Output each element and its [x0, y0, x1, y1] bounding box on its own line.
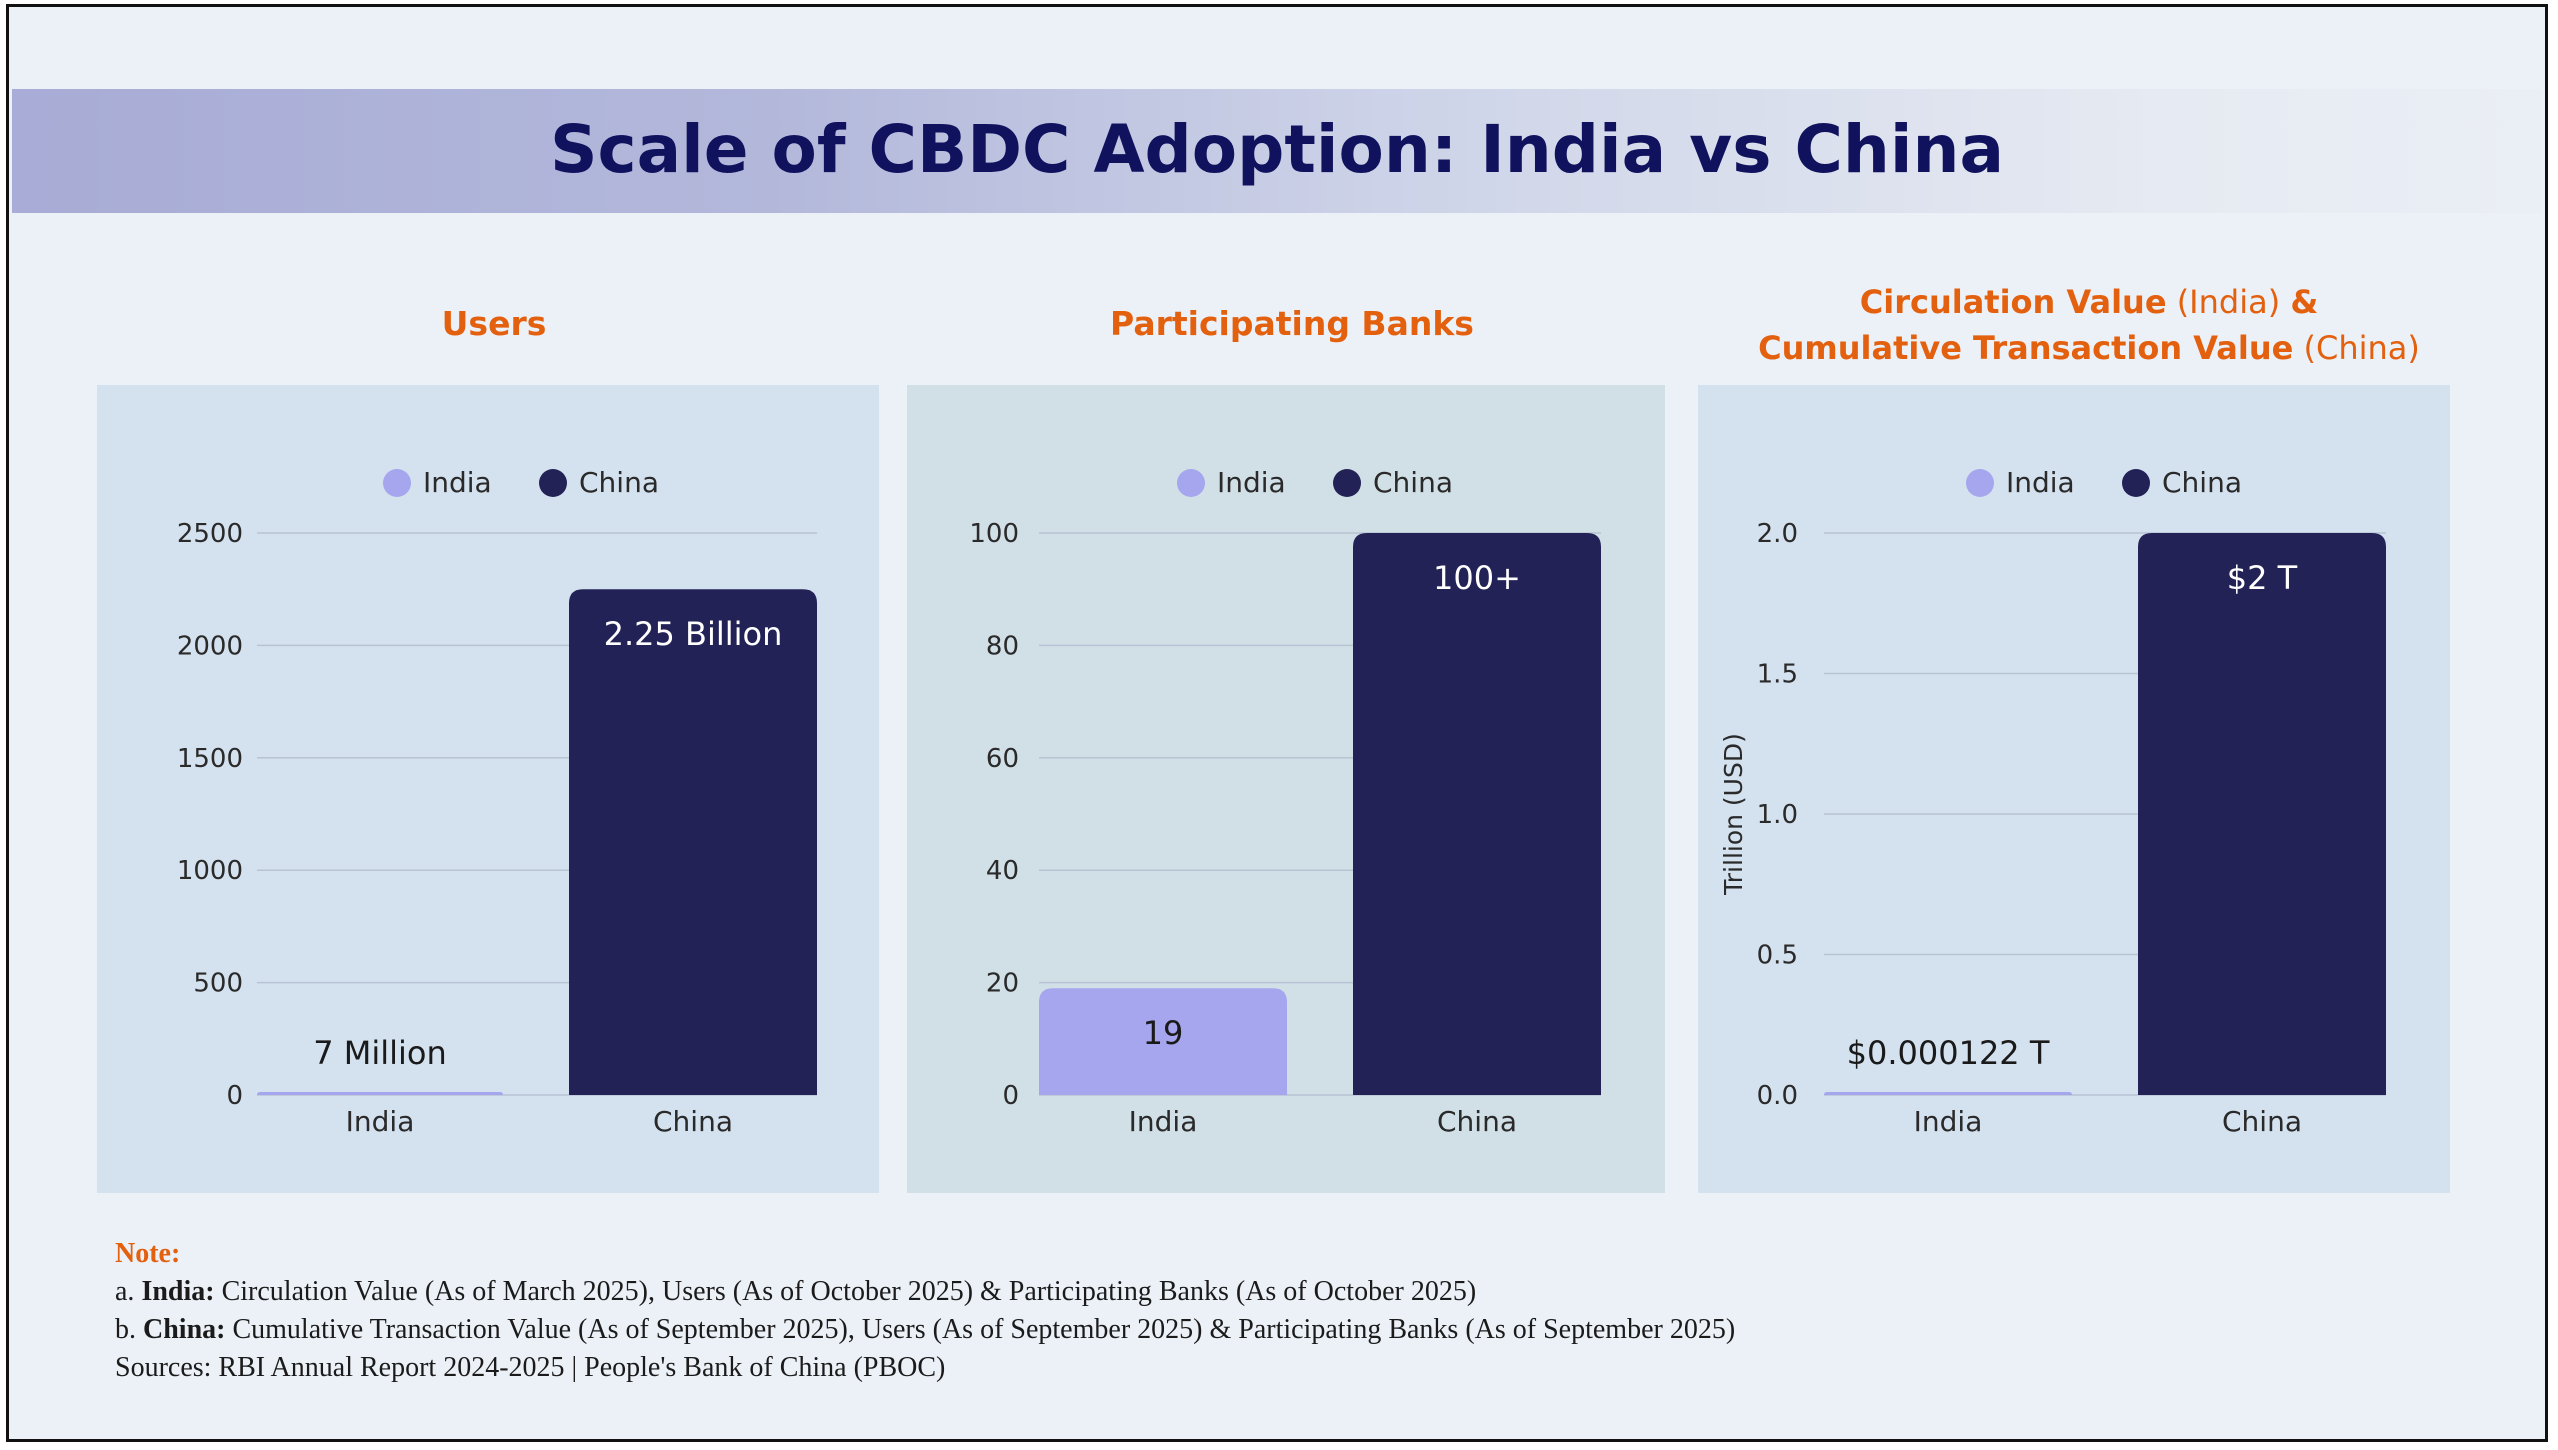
y-tick-label: 1.5 — [1757, 660, 1798, 690]
y-tick-label: 2000 — [177, 631, 243, 661]
panel-title-users: Users — [441, 304, 547, 343]
chart-panel-users: 0 500 1000 1500 2000 2500 India China 7 Million I… — [97, 385, 879, 1193]
y-tick-label: 80 — [986, 631, 1019, 661]
legend-marker-india — [383, 469, 411, 497]
note-line-china: b. China: Cumulative Transaction Value (… — [115, 1314, 1736, 1345]
legend-marker-india — [1966, 469, 1994, 497]
x-tick-label: India — [1129, 1105, 1198, 1138]
chart-panel-banks: 0 20 40 60 80 100 India China 19 India 100+ China — [907, 385, 1665, 1193]
footnote: Note: a. India: Circulation Value (As of… — [115, 1235, 1735, 1387]
y-tick-label: 40 — [986, 856, 1019, 886]
note-sources: Sources: RBI Annual Report 2024-2025 | P… — [115, 1352, 946, 1383]
chart-svg: 0 500 1000 1500 2000 2500 India China 7 Million I… — [177, 466, 817, 1138]
y-axis-label: Trillion (USD) — [1719, 733, 1748, 896]
data-label: 2.25 Billion — [604, 615, 783, 653]
note-line-india: a. India: Circulation Value (As of March… — [115, 1276, 1477, 1307]
panel-title-banks: Participating Banks — [1110, 304, 1474, 343]
y-tick-label: 20 — [986, 969, 1019, 999]
legend-label-india: India — [1217, 466, 1286, 499]
y-tick-label: 0 — [1002, 1081, 1019, 1111]
bar-china — [1353, 533, 1601, 1095]
data-label: $0.000122 T — [1847, 1034, 2050, 1072]
x-tick-label: China — [653, 1105, 733, 1138]
y-tick-label: 2500 — [177, 519, 243, 549]
bar-india — [1824, 1092, 2072, 1095]
y-tick-label: 1000 — [177, 856, 243, 886]
legend-marker-india — [1177, 469, 1205, 497]
data-label: 100+ — [1433, 559, 1521, 597]
data-label: $2 T — [2227, 559, 2298, 597]
bar-china — [569, 589, 817, 1095]
y-tick-label: 1500 — [177, 744, 243, 774]
x-tick-label: India — [1914, 1105, 1983, 1138]
bar-india — [1039, 988, 1287, 1095]
legend-label-india: India — [423, 466, 492, 499]
legend-label-china: China — [579, 466, 659, 499]
legend-marker-china — [2122, 469, 2150, 497]
bar-china — [2138, 533, 2386, 1095]
data-label: 7 Million — [313, 1034, 447, 1072]
slide: Scale of CBDC Adoption: India vs China U… — [6, 4, 2548, 1442]
y-tick-label: 100 — [969, 519, 1019, 549]
x-tick-label: China — [2222, 1105, 2302, 1138]
y-tick-label: 60 — [986, 744, 1019, 774]
x-tick-label: China — [1437, 1105, 1517, 1138]
y-tick-label: 2.0 — [1757, 519, 1798, 549]
chart-panel-value: 0.0 0.5 1.0 1.5 2.0 Trillion (USD) India China $… — [1698, 385, 2450, 1193]
y-tick-label: 500 — [193, 969, 243, 999]
y-tick-label: 0.0 — [1757, 1081, 1798, 1111]
note-label: Note: — [115, 1238, 181, 1269]
x-tick-label: India — [346, 1105, 415, 1138]
chart-svg: 0 20 40 60 80 100 India China 19 India 100+ China — [969, 466, 1601, 1138]
data-label: 19 — [1143, 1014, 1184, 1052]
y-tick-label: 1.0 — [1757, 800, 1798, 830]
legend-label-china: China — [1373, 466, 1453, 499]
bar-india — [257, 1092, 503, 1095]
panel-title-value: Circulation Value (India) & Cumulative T… — [1758, 283, 2420, 367]
legend-label-china: China — [2162, 466, 2242, 499]
y-tick-label: 0 — [226, 1081, 243, 1111]
legend-marker-china — [539, 469, 567, 497]
y-tick-label: 0.5 — [1757, 941, 1798, 971]
title-banner — [12, 89, 2542, 213]
page-title: Scale of CBDC Adoption: India vs China — [549, 111, 2005, 188]
legend-label-india: India — [2006, 466, 2075, 499]
chart-svg: 0.0 0.5 1.0 1.5 2.0 Trillion (USD) India China $… — [1719, 466, 2386, 1138]
legend-marker-china — [1333, 469, 1361, 497]
